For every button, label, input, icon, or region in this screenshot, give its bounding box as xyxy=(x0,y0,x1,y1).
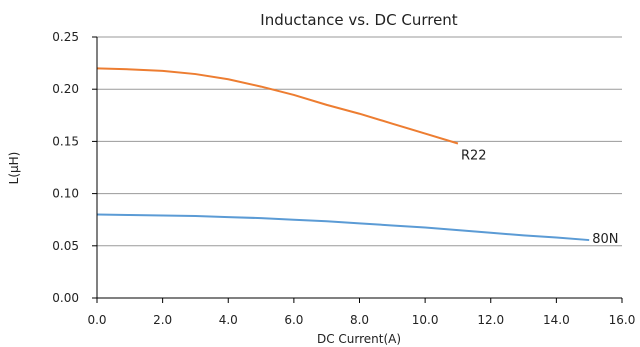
series-labels: R22 80N xyxy=(461,148,619,247)
series-line-80n xyxy=(96,213,590,242)
y-axis-label: L(μH) xyxy=(7,152,21,185)
x-tick-label: 12.0 xyxy=(477,313,504,327)
y-tick-label: 0.05 xyxy=(52,239,79,253)
chart-title: Inductance vs. DC Current xyxy=(260,11,458,29)
y-tick-label: 0.00 xyxy=(52,291,79,305)
x-tick-label: 0.0 xyxy=(87,313,106,327)
series-label-80n: 80N xyxy=(592,232,618,247)
series-lines xyxy=(96,67,590,242)
x-tick-label: 10.0 xyxy=(412,313,439,327)
x-tick-labels: 0.0 2.0 4.0 6.0 8.0 10.0 12.0 14.0 16.0 xyxy=(87,313,635,327)
x-tick-label: 8.0 xyxy=(350,313,369,327)
x-tick-label: 14.0 xyxy=(543,313,570,327)
y-tick-label: 0.25 xyxy=(52,30,79,44)
x-tick-label: 4.0 xyxy=(219,313,238,327)
axes xyxy=(92,36,623,303)
series-line-r22 xyxy=(96,67,459,145)
x-tick-label: 2.0 xyxy=(153,313,172,327)
series-label-r22: R22 xyxy=(461,148,487,163)
x-tick-label: 16.0 xyxy=(609,313,636,327)
y-tick-label: 0.15 xyxy=(52,134,79,148)
gridlines xyxy=(97,36,622,247)
y-tick-label: 0.10 xyxy=(52,187,79,201)
x-axis-label: DC Current(A) xyxy=(317,332,401,346)
y-tick-labels: 0.00 0.05 0.10 0.15 0.20 0.25 xyxy=(52,30,79,305)
y-tick-label: 0.20 xyxy=(52,82,79,96)
x-tick-label: 6.0 xyxy=(284,313,303,327)
